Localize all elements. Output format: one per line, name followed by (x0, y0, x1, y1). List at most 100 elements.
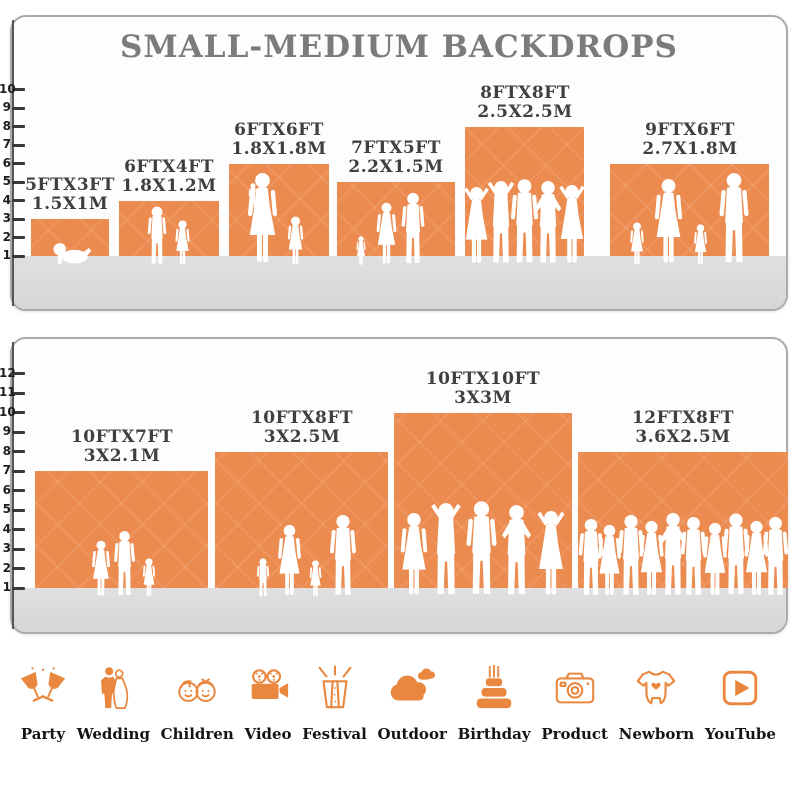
bar-fill (119, 200, 219, 256)
y-axis-tick (12, 508, 25, 512)
y-axis-tick (12, 143, 25, 147)
panel-small-medium-bottom: 1 2 3 4 5 6 7 8 9 10 11 12 10FTX7FT 3X2.1M 10FTX8FT 3X2… (0, 337, 789, 634)
man-silhouette (466, 501, 497, 594)
size-feet-label: 10FTX10FT (425, 368, 541, 389)
category-row: Party Wedding Children Video Festival Ou… (0, 660, 800, 770)
man-silhouette (330, 515, 356, 595)
girl-silhouette (175, 220, 190, 265)
category-youtube: YouTube (705, 660, 776, 770)
y-axis-tick-label: 4 (2, 192, 11, 207)
size-feet-label: 9FTX6FT (645, 119, 735, 140)
bar-size-label: 12FTX8FT 3.6X2.5M (573, 407, 793, 447)
size-meters-label: 2.7X1.8M (642, 138, 738, 159)
category-label: Product (541, 725, 608, 743)
children-icon (174, 660, 220, 716)
man-silhouette (578, 518, 604, 595)
woman-silhouette (598, 524, 621, 596)
man-silhouette (510, 179, 539, 263)
y-axis-tick (12, 125, 25, 128)
size-feet-label: 10FTX7FT (70, 427, 174, 447)
girl-silhouette (309, 560, 322, 597)
y-axis-tick-label: 2 (2, 560, 11, 575)
backdrop-bar-6ftx6ft (229, 163, 329, 264)
y-axis-tick-label: 5 (2, 502, 11, 516)
y-axis-tick (12, 88, 25, 91)
size-feet-label: 8FTX8FT (480, 82, 570, 103)
bar-size-label: 9FTX6FT 2.7X1.8M (580, 119, 800, 159)
man-silhouette (114, 531, 135, 596)
y-axis-tick (12, 411, 25, 414)
y-axis-tick (12, 489, 25, 492)
woman-silhouette (92, 540, 110, 596)
size-meters-label: 3X3M (454, 387, 512, 408)
category-party: Party (20, 660, 66, 770)
man-hips-silhouette (659, 513, 687, 595)
page-title: SMALL-MEDIUM BACKDROPS (120, 29, 678, 65)
y-axis-tick (12, 586, 25, 590)
backdrop-bar-12ftx8ft (578, 451, 789, 596)
y-axis-tick-label: 10 (0, 81, 16, 96)
bar-size-label: 6FTX6FT 1.8X1.8M (169, 120, 389, 159)
y-axis-tick-label: 6 (2, 155, 11, 170)
product-icon (552, 660, 598, 716)
woman-silhouette (278, 524, 301, 596)
size-meters-label: 1.8X1.8M (231, 138, 327, 159)
man-up-silhouette (431, 503, 461, 595)
bar-fill (337, 182, 455, 256)
party-icon (20, 660, 66, 716)
wedding-icon (90, 660, 136, 716)
backdrop-bar-6ftx4ft (119, 200, 219, 265)
man-hips-silhouette (501, 505, 532, 595)
woman-silhouette (376, 202, 397, 264)
y-axis-tick (12, 430, 25, 434)
category-label: Festival (302, 725, 367, 743)
woman-silhouette (703, 522, 727, 595)
category-label: Party (20, 725, 66, 743)
y-axis-tick (12, 469, 25, 473)
y-axis-tick-label: 3 (2, 211, 11, 225)
woman-silhouette (639, 520, 664, 595)
y-axis-tick-label: 11 (0, 385, 16, 399)
y-axis-tick-label: 2 (2, 229, 11, 244)
size-feet-label: 12FTX8FT (631, 407, 735, 428)
floor-strip (12, 588, 786, 632)
size-meters-label: 2.5X2.5M (477, 101, 573, 122)
y-axis-tick (12, 450, 25, 453)
size-feet-label: 10FTX8FT (250, 407, 354, 428)
girl-silhouette (142, 558, 156, 597)
man-silhouette (762, 516, 789, 595)
girl-silhouette (694, 224, 707, 265)
backdrop-bar-10ftx8ft (215, 451, 388, 597)
y-axis-tick-label: 1 (2, 580, 11, 594)
y-axis-tick (12, 217, 25, 221)
backdrop-bar-8ftx8ft (464, 126, 585, 263)
bar-size-label: 10FTX7FT 3X2.1M (12, 428, 232, 466)
y-axis-tick-label: 8 (2, 443, 11, 458)
y-axis-tick-label: 1 (2, 248, 11, 262)
category-wedding: Wedding (77, 660, 150, 770)
woman-silhouette (654, 179, 683, 263)
category-label: Wedding (76, 725, 150, 743)
backdrop-bar-10ftx7ft (35, 471, 208, 597)
backdrop-bar-10ftx10ft (394, 412, 572, 595)
woman-up-silhouette (537, 511, 565, 595)
woman-silhouette (400, 513, 428, 595)
floor-strip (12, 256, 786, 309)
boy-silhouette (256, 558, 270, 597)
category-label: Children (160, 725, 234, 743)
y-axis-tick-label: 4 (2, 521, 11, 536)
y-axis-tick-label: 6 (2, 482, 11, 497)
y-axis-tick (12, 162, 25, 165)
y-axis-tick (12, 567, 25, 570)
size-meters-label: 3.6X2.5M (635, 426, 731, 447)
y-axis-tick-label: 7 (2, 463, 11, 477)
category-outdoor: Outdoor (378, 660, 447, 770)
y-axis-tick-label: 3 (2, 541, 11, 555)
y-axis-tick (12, 528, 25, 531)
size-feet-label: 5FTX3FT (25, 175, 115, 195)
category-festival: Festival (302, 660, 367, 770)
y-axis-tick (12, 236, 25, 239)
category-video: Video (244, 660, 292, 770)
girl-silhouette (630, 222, 644, 265)
category-newborn: Newborn (619, 660, 694, 770)
